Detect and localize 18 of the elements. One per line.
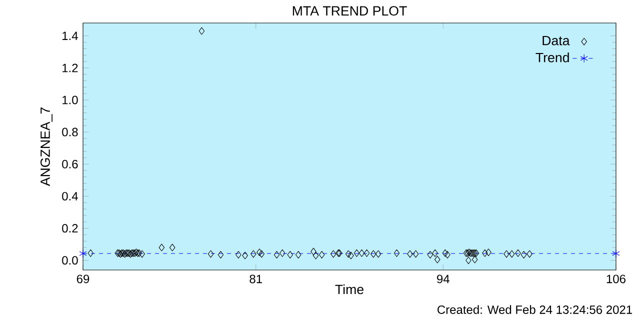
x-tick-label: 69 bbox=[76, 274, 90, 284]
y-tick-label: 0.8 bbox=[62, 128, 78, 136]
y-tick-label: 0.0 bbox=[62, 256, 78, 265]
x-axis-title: Time bbox=[335, 284, 364, 294]
x-tick-label: 106 bbox=[606, 274, 626, 284]
legend-label: Trend bbox=[536, 52, 569, 62]
y-tick-label: 1.4 bbox=[62, 32, 78, 40]
x-tick-label: 94 bbox=[437, 274, 450, 284]
y-tick-label: 1.2 bbox=[62, 64, 78, 72]
y-tick-label: 0.2 bbox=[62, 224, 78, 233]
y-tick-label: 0.6 bbox=[62, 160, 78, 168]
y-tick-label: 0.4 bbox=[62, 192, 78, 200]
text: Created: Wed Feb 24 13:24:56 2021 bbox=[438, 305, 632, 314]
y-axis-title: ANGZNEA_7 bbox=[40, 108, 52, 186]
chart-title: MTA TREND PLOT bbox=[292, 6, 407, 16]
x-tick-label: 81 bbox=[250, 274, 262, 284]
y-tick-label: 1.0 bbox=[62, 96, 78, 104]
legend-label: Data bbox=[542, 36, 570, 46]
